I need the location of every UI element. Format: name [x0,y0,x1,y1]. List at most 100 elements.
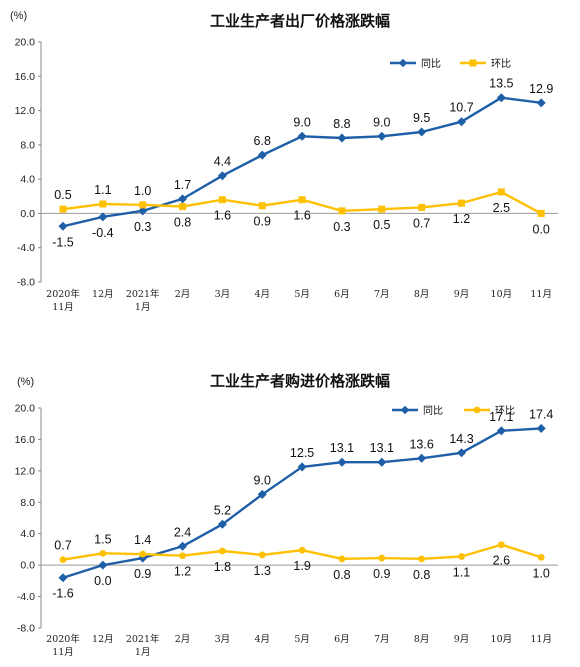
data-point-marker [378,205,386,213]
data-label: 13.5 [489,77,513,91]
legend-label: 环比 [495,405,515,417]
data-label: 12.5 [290,446,314,460]
data-point-marker [378,554,386,562]
data-label: 0.8 [413,568,430,582]
data-label: 1.5 [94,532,111,546]
x-tick-label: 2月 [175,634,191,645]
x-tick-label: 1月 [135,302,151,313]
y-tick-label: 4.0 [20,528,35,540]
legend-swatch-marker [473,406,481,414]
data-point-marker [179,203,187,211]
data-label: -0.4 [92,226,114,240]
data-label: -1.6 [52,587,74,601]
x-tick-label: 3月 [215,634,231,645]
data-point-marker [257,150,267,160]
y-axis-unit: (%) [17,376,34,388]
data-label: 1.3 [254,564,271,578]
x-tick-label: 6月 [334,634,350,645]
data-label: 1.7 [174,178,191,192]
data-point-marker [217,171,227,181]
data-label: 13.1 [330,441,354,455]
chart-title: 工业生产者购进价格涨跌幅 [210,372,390,390]
data-label: 10.7 [449,101,473,115]
data-point-marker [338,207,346,215]
data-point-marker [139,201,147,209]
data-label: 9.0 [254,473,271,487]
x-tick-label: 9月 [454,289,470,300]
legend-swatch-marker [469,59,477,67]
data-label: 2.4 [174,525,191,539]
x-tick-label: 11月 [52,302,74,313]
data-point-marker [537,209,545,217]
data-point-marker [537,553,545,561]
x-tick-label: 10月 [491,289,513,300]
data-point-marker [58,221,68,231]
data-point-marker [178,541,188,551]
chart-title: 工业生产者出厂价格涨跌幅 [210,12,390,30]
series-mom: 0.5 1.1 1.0 0.8 1.6 0.9 1.6 0.3 0.5 0.7 1.2 2.5 0.0 [54,183,550,236]
data-point-marker [59,205,67,213]
data-point-marker [297,131,307,141]
data-label: 0.5 [373,218,390,232]
x-tick-label: 7月 [374,634,390,645]
x-tick-label: 4月 [254,289,270,300]
x-tick-label: 7月 [374,289,390,300]
data-label: 0.8 [333,568,350,582]
legend-swatch-marker [400,405,410,415]
x-tick-label: 5月 [294,634,310,645]
x-tick-label: 12月 [92,289,114,300]
data-label: 1.9 [293,559,310,573]
data-label: 1.2 [174,565,191,579]
chart-1: 工业生产者出厂价格涨跌幅 (%) 20.0 16.0 12.0 8.0 4.0 0.0 -4.0… [10,10,558,313]
data-label: -1.5 [52,235,74,249]
data-point-marker [99,200,107,208]
data-label: 1.6 [293,209,310,223]
data-point-marker [536,423,546,433]
y-tick-label: 12.0 [15,465,36,477]
data-label: 8.8 [333,117,350,131]
legend: 同比 环比 [390,58,511,70]
x-tick-label: 5月 [294,289,310,300]
x-tick-label: 2021年 [126,288,160,300]
data-label: 12.9 [529,82,553,96]
data-point-marker [98,560,108,570]
data-label: 1.8 [214,560,231,574]
data-label: 6.8 [254,134,271,148]
data-label: 13.6 [409,437,433,451]
data-label: 17.1 [489,410,513,424]
y-tick-label: 0.0 [20,560,35,572]
y-tick-label: 8.0 [20,497,35,509]
y-tick-label: 20.0 [15,37,36,49]
data-point-marker [377,457,387,467]
y-tick-label: -8.0 [17,623,35,635]
x-tick-label: 8月 [414,634,430,645]
x-tick-label: 2020年 [46,633,80,645]
data-point-marker [139,550,147,558]
x-tick-label: 2021年 [126,633,160,645]
series-mom: 0.7 1.5 1.4 1.2 1.8 1.3 1.9 0.8 0.9 0.8 1.1 2.6 1.0 [54,532,550,582]
data-label: 1.6 [214,209,231,223]
data-label: 0.3 [333,220,350,234]
x-tick-label: 3月 [215,289,231,300]
data-label: 1.2 [453,212,470,226]
data-label: 0.9 [134,567,151,581]
legend-label: 同比 [421,58,441,70]
data-point-marker [298,546,306,554]
y-tick-label: 16.0 [15,434,36,446]
x-tick-label: 11月 [530,634,552,645]
data-label: 14.3 [449,432,473,446]
data-label: 1.0 [134,184,151,198]
x-tick-label: 1月 [135,647,151,658]
data-label: 13.1 [370,441,394,455]
x-tick-label: 11月 [52,647,74,658]
x-tick-label: 6月 [334,289,350,300]
data-point-marker [496,426,506,436]
data-label: 0.3 [134,220,151,234]
data-point-marker [99,549,107,557]
data-label: 1.4 [134,533,151,547]
y-tick-label: -4.0 [17,591,35,603]
data-point-marker [338,555,346,563]
data-label: 9.0 [373,115,390,129]
chart-2: 工业生产者购进价格涨跌幅 (%) 20.0 16.0 12.0 8.0 4.0 0.0 -4.0… [15,372,558,658]
data-label: 2.5 [493,201,510,215]
